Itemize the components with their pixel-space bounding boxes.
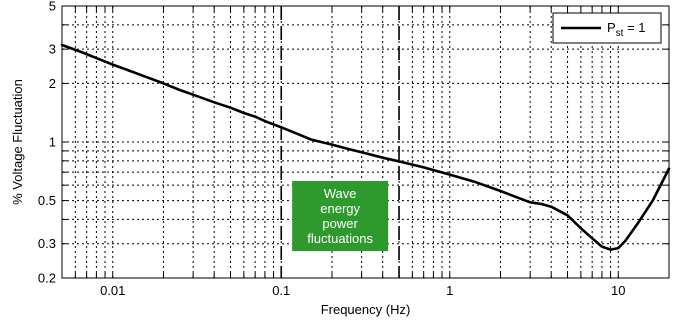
tick-labels: 0.01 0.1 1 10 0.2 0.3 0.5 1 2 3 5 <box>38 0 626 298</box>
x-tick-label: 1 <box>446 283 453 298</box>
legend-label: Pst = 1 <box>607 20 646 39</box>
vertical-markers <box>280 6 400 278</box>
annotation-line: power <box>322 216 358 231</box>
legend: Pst = 1 <box>552 12 662 44</box>
y-tick-label: 1 <box>49 135 56 150</box>
y-tick-label: 0.5 <box>38 193 56 208</box>
annotation-line: fluctuations <box>307 231 373 246</box>
y-tick-label: 0.3 <box>38 236 56 251</box>
series-line <box>60 43 671 251</box>
legend-label-suffix: = 1 <box>623 20 645 35</box>
annotation-line: energy <box>320 201 360 216</box>
x-axis-label: Frequency (Hz) <box>321 302 411 317</box>
legend-label-base: P <box>607 20 616 35</box>
plot-frame <box>61 5 670 279</box>
legend-label-subscript: st <box>616 28 624 39</box>
y-tick-label: 0.2 <box>38 271 56 286</box>
x-tick-label: 0.01 <box>100 283 125 298</box>
y-tick-label: 5 <box>49 0 56 14</box>
y-axis-label: % Voltage Fluctuation <box>10 79 25 205</box>
annotation: Wave energy power fluctuations <box>292 181 389 251</box>
series-layer <box>60 43 671 251</box>
annotation-text: Wave energy power fluctuations <box>307 186 373 246</box>
annotation-line: Wave <box>324 186 357 201</box>
y-tick-label: 2 <box>49 76 56 91</box>
x-tick-label: 0.1 <box>272 283 290 298</box>
y-tick-label: 3 <box>49 42 56 57</box>
x-tick-label: 10 <box>611 283 625 298</box>
annotation-box <box>292 181 389 251</box>
